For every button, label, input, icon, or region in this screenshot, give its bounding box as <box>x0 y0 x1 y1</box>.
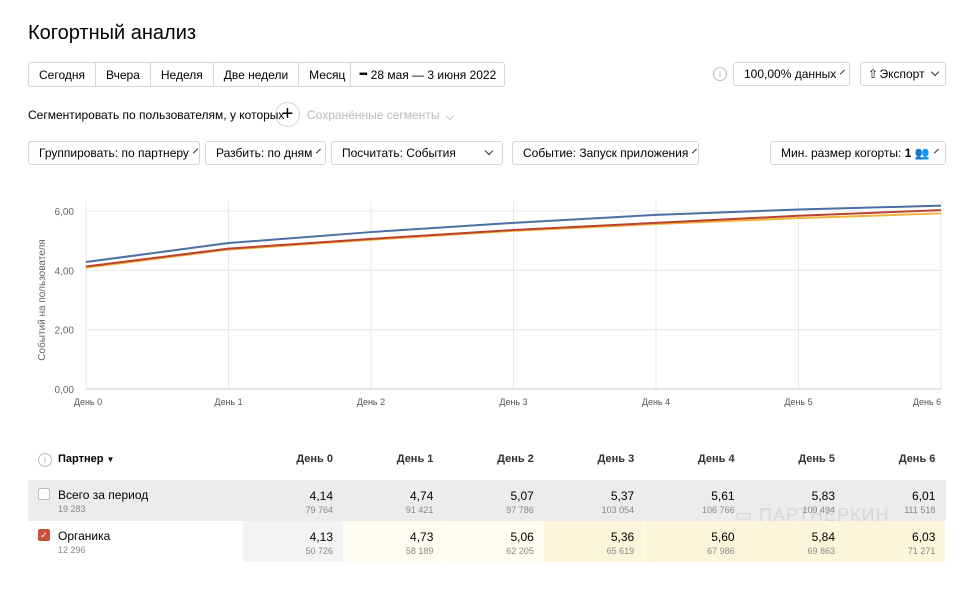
calendar-icon: ▪▪▪ <box>359 69 368 80</box>
column-header-day-5[interactable]: День 5 <box>798 453 835 465</box>
chevron-down-icon <box>933 148 939 154</box>
table-cell: 5,84 69 863 <box>745 521 845 562</box>
export-button[interactable]: ⇧ Экспорт <box>860 62 946 86</box>
y-tick-label: 6,00 <box>55 207 75 218</box>
sort-down-icon: ▼ <box>106 455 115 464</box>
series-line-blue <box>85 204 942 264</box>
table-cell: 4,74 91 421 <box>343 480 444 521</box>
chevron-down-icon <box>192 148 198 154</box>
y-tick-label: 0,00 <box>55 385 75 396</box>
row-users: 12 296 <box>58 545 86 555</box>
table-cell: 5,60 67 986 <box>644 521 745 562</box>
chevron-down-icon <box>484 146 494 156</box>
users-icon: 👥 <box>914 146 930 160</box>
table-cell: 4,14 79 764 <box>243 480 343 521</box>
x-tick-label: День 0 <box>74 397 102 407</box>
table-cell: 5,06 62 205 <box>443 521 544 562</box>
x-tick-label: День 6 <box>913 397 941 407</box>
cohort-chart: Событий на пользователя 0,00 2,00 4,00 6,00… <box>36 201 942 407</box>
table-cell: 6,01 111 518 <box>845 480 946 521</box>
table-cell: 4,73 58 189 <box>343 521 444 562</box>
info-icon[interactable]: i <box>38 453 52 467</box>
x-tick-label: День 2 <box>357 397 385 407</box>
table-cell: 5,37 103 054 <box>544 480 645 521</box>
column-header-day-6[interactable]: День 6 <box>898 453 936 465</box>
table-cell: 4,13 50 726 <box>243 521 343 562</box>
count-dropdown[interactable]: Посчитать: События <box>331 141 503 165</box>
series-line-Органика <box>85 209 942 268</box>
chevron-down-icon <box>840 69 846 75</box>
period-yesterday[interactable]: Вчера <box>96 63 151 86</box>
event-dropdown[interactable]: Событие: Запуск приложения <box>512 141 699 165</box>
column-header-day-4[interactable]: День 4 <box>697 453 735 465</box>
x-tick-label: День 4 <box>642 397 670 407</box>
sampling-dropdown[interactable]: 100,00% данных <box>733 62 850 86</box>
period-selector: Сегодня Вчера Неделя Две недели Месяц <box>28 62 357 87</box>
info-icon[interactable]: i <box>713 67 727 81</box>
split-dropdown[interactable]: Разбить: по дням <box>205 141 326 165</box>
chevron-down-icon <box>446 111 455 121</box>
row-checkbox[interactable]: ✓ <box>38 529 50 541</box>
period-today[interactable]: Сегодня <box>29 63 96 86</box>
table-cell: 5,83 109 494 <box>745 480 845 521</box>
row-users: 19 283 <box>58 504 86 514</box>
chevron-down-icon <box>316 148 322 154</box>
watermark: ▭ ПАРТНЕРКИН <box>735 505 890 525</box>
segment-label: Сегментировать по пользователям, у котор… <box>28 108 285 122</box>
y-tick-label: 2,00 <box>55 326 75 337</box>
row-name: Всего за период <box>58 488 149 502</box>
y-tick-label: 4,00 <box>55 266 75 277</box>
column-header-day-2[interactable]: День 2 <box>497 453 534 465</box>
period-two-weeks[interactable]: Две недели <box>214 63 300 86</box>
add-segment-button[interactable]: + <box>275 102 300 127</box>
x-tick-label: День 5 <box>784 397 812 407</box>
row-checkbox[interactable] <box>38 488 50 500</box>
saved-segments-dropdown[interactable]: Сохранённые сегменты <box>307 108 455 122</box>
upload-icon: ⇧ <box>868 67 879 81</box>
table-cell: 5,61 106 766 <box>644 480 745 521</box>
x-tick-label: День 1 <box>214 397 242 407</box>
column-header-day-0[interactable]: День 0 <box>296 453 333 465</box>
partner-column-header[interactable]: Партнер ▼ <box>58 453 115 465</box>
column-header-day-3[interactable]: День 3 <box>597 453 635 465</box>
column-header-day-1[interactable]: День 1 <box>396 453 434 465</box>
chevron-down-icon <box>930 67 940 77</box>
period-week[interactable]: Неделя <box>151 63 214 86</box>
table-row: ✓ Органика 12 296 4,13 50 726 4,73 58 189 5,0… <box>28 521 946 562</box>
group-dropdown[interactable]: Группировать: по партнеру <box>28 141 200 165</box>
min-cohort-size-dropdown[interactable]: Мин. размер когорты: 1 👥 <box>770 141 946 165</box>
date-range-button[interactable]: ▪▪▪ 28 мая — 3 июня 2022 <box>350 62 506 87</box>
row-name: Органика <box>58 529 111 543</box>
table-cell: 5,36 65 619 <box>544 521 645 562</box>
table-cell: 6,03 71 271 <box>845 521 946 562</box>
y-axis-label: Событий на пользователя <box>36 239 48 360</box>
chevron-down-icon <box>692 148 698 154</box>
page-title: Когортный анализ <box>28 22 197 44</box>
table-cell: 5,07 97 786 <box>443 480 544 521</box>
table-row: Всего за период 19 283 4,14 79 764 4,74 91 4… <box>28 480 946 521</box>
period-month[interactable]: Месяц <box>309 67 346 82</box>
x-tick-label: День 3 <box>499 397 527 407</box>
